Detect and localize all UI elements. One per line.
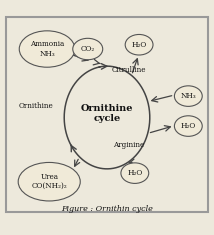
Text: H₂O: H₂O [127,169,143,177]
Text: Figure : Ornithin cycle: Figure : Ornithin cycle [61,205,153,213]
Ellipse shape [125,35,153,55]
Ellipse shape [18,162,80,201]
Ellipse shape [174,116,202,136]
Text: NH₃: NH₃ [180,92,196,100]
Text: Citrulline: Citrulline [111,67,146,74]
Text: Ornithine: Ornithine [19,102,54,110]
FancyBboxPatch shape [6,17,208,212]
Text: Ornithine
cycle: Ornithine cycle [81,104,133,123]
Text: H₂O: H₂O [131,41,147,49]
Text: CO₂: CO₂ [81,45,95,53]
Ellipse shape [19,31,75,67]
Text: Arginine: Arginine [113,141,144,149]
Text: H₂O: H₂O [181,122,196,130]
Text: Ammonia
NH₃: Ammonia NH₃ [30,40,64,58]
Ellipse shape [121,163,149,183]
Ellipse shape [73,38,103,60]
Text: Urea
CO(NH₂)₂: Urea CO(NH₂)₂ [31,173,67,190]
Ellipse shape [174,86,202,106]
